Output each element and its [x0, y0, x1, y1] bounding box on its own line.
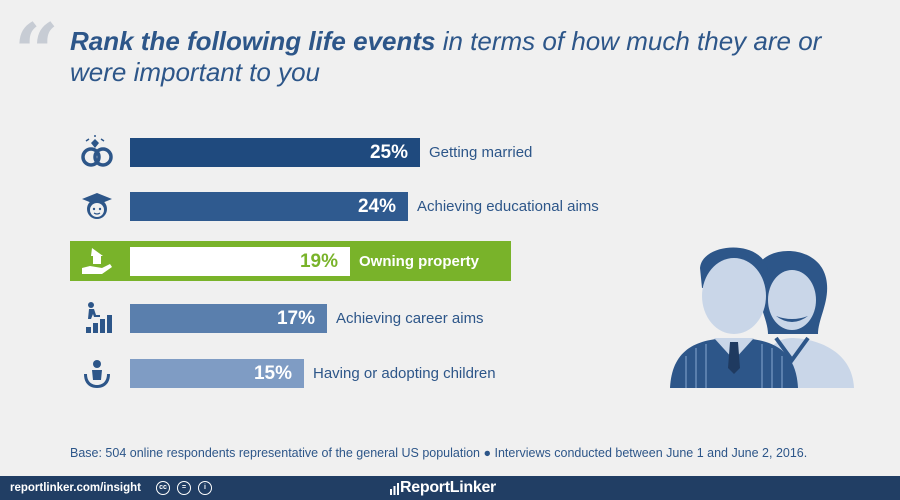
couple-illustration-icon — [670, 247, 854, 388]
bar-category-label: Getting married — [429, 144, 533, 161]
cc-license-icon: cc — [156, 481, 170, 495]
chart-title: Rank the following life events in terms … — [70, 26, 880, 88]
attribution-icon: i — [198, 481, 212, 495]
bar-category-label: Having or adopting children — [313, 365, 496, 382]
bar-value-label: 17% — [276, 308, 315, 329]
bar: 25% — [130, 138, 420, 167]
bar-row: 24% Achieving educational aims — [0, 186, 900, 226]
family-icon — [80, 356, 114, 390]
bar-value-label: 19% — [299, 251, 338, 272]
title-rest-part: in terms of how much they are or were im… — [70, 26, 822, 87]
bar-category-label: Owning property — [359, 253, 479, 270]
bar-row: 19% Owning property — [0, 241, 900, 281]
footer-brand: ReportLinker — [400, 479, 496, 496]
bar-category-label: Achieving career aims — [336, 310, 484, 327]
footer-bar: reportlinker.com/insight cc = i ReportLi… — [0, 476, 900, 500]
title-bold-part: Rank the following life events — [70, 26, 436, 56]
bar-row: 25% Getting married — [0, 132, 900, 172]
bar-value-label: 24% — [357, 196, 396, 217]
no-derivatives-icon: = — [177, 481, 191, 495]
graduate-icon — [80, 189, 114, 223]
footer-site-link[interactable]: reportlinker.com/insight — [10, 482, 141, 494]
reportlinker-logo-icon — [390, 483, 399, 495]
base-note: Base: 504 online respondents representat… — [70, 446, 808, 460]
rings-icon — [80, 135, 114, 169]
bar: 15% — [130, 359, 304, 388]
bar-row: 17% Achieving career aims — [0, 298, 900, 338]
quote-mark-icon: “ — [14, 7, 59, 98]
bar-value-label: 15% — [253, 363, 292, 384]
infographic-panel: “ Rank the following life events in term… — [0, 0, 900, 476]
bar-row: 15% Having or adopting children — [0, 353, 900, 393]
house-in-hand-icon — [80, 244, 114, 278]
bar-category-label: Achieving educational aims — [417, 198, 599, 215]
bar: 19% — [130, 247, 350, 276]
bar: 17% — [130, 304, 327, 333]
career-ladder-icon — [80, 301, 114, 335]
bar-value-label: 25% — [369, 142, 408, 163]
bar: 24% — [130, 192, 408, 221]
